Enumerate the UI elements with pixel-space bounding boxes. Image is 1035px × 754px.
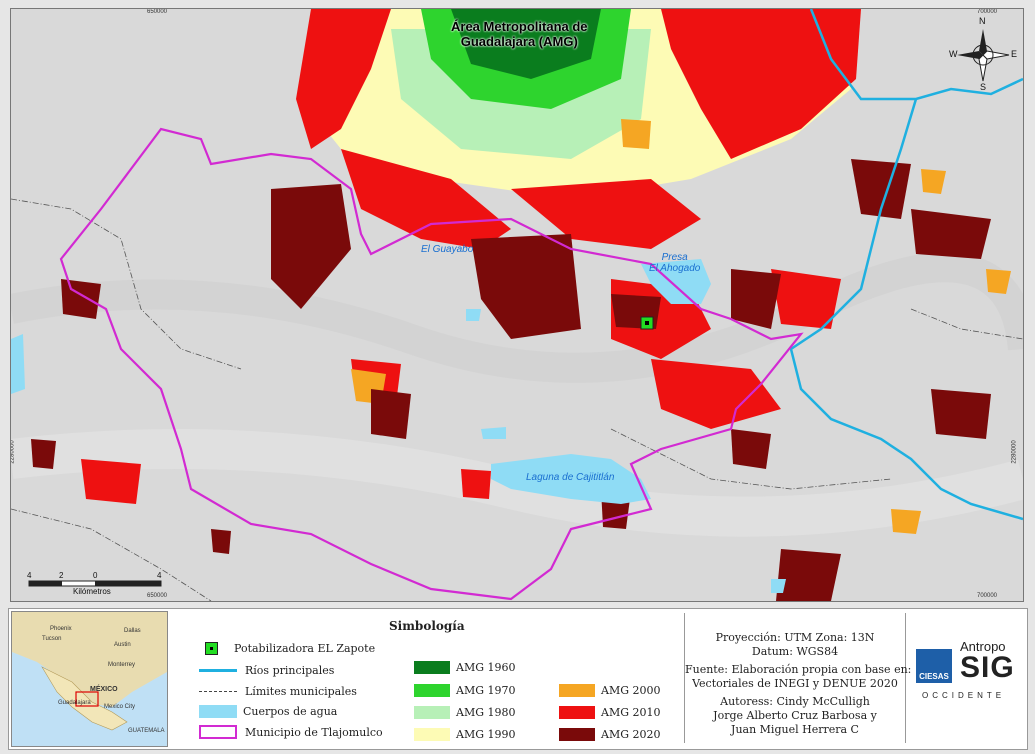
map-frame: Área Metropolitana de Guadalajara (AMG) …: [10, 8, 1024, 602]
label-laguna: Laguna de Cajititlán: [526, 472, 615, 483]
inset-label-mexico-city: Mexico City: [104, 704, 136, 710]
legend-item-rios: Ríos principales: [199, 664, 334, 677]
logo-sig: SIG: [960, 651, 1015, 684]
rivers: [789, 9, 1023, 521]
legend-label-potabilizadora: Potabilizadora EL Zapote: [234, 642, 376, 655]
inset-canvas: [12, 612, 167, 731]
ciesas-logo-box: CIESAS: [916, 649, 952, 683]
legend-item-municipio: Municipio de Tlajomulco: [199, 725, 383, 739]
inset-label-monterrey: Monterrey: [108, 662, 136, 668]
legend-label-amg2000: AMG 2000: [601, 684, 661, 697]
label-presa: Presa El Ahogado: [649, 252, 700, 274]
amg2010-swatch: [559, 706, 595, 719]
amg2020-swatch: [559, 728, 595, 741]
scale-unit: Kilómetros: [73, 587, 111, 596]
tick-top-left: 650000: [147, 9, 168, 15]
location-inset-map: MÉXICO Phoenix Tucson Austin Dallas Mont…: [11, 611, 168, 747]
label-presa-line2: El Ahogado: [649, 263, 701, 274]
legend-label-amg1980: AMG 1980: [456, 706, 516, 719]
amg1990-swatch: [414, 728, 450, 741]
legend-label-rios: Ríos principales: [245, 664, 335, 677]
tick-left-y: 2280000: [10, 440, 16, 464]
legend-item-cuerpos: Cuerpos de agua: [199, 705, 337, 718]
info-autores: Autoress: Cindy McCulligh: [720, 695, 870, 708]
compass-s: S: [980, 82, 987, 92]
legend-item-limites: Límites municipales: [199, 685, 357, 698]
amg2000-swatch: [559, 684, 595, 697]
amg1970-swatch: [414, 684, 450, 697]
legend-title: Simbología: [389, 619, 465, 633]
rios-swatch: [199, 669, 237, 672]
legend-label-municipio: Municipio de Tlajomulco: [245, 725, 383, 739]
map-title-line2: Guadalajara (AMG): [460, 34, 578, 49]
inset-label-dallas: Dallas: [124, 628, 141, 634]
compass-w: W: [949, 49, 958, 59]
legend-label-amg2020: AMG 2020: [601, 728, 661, 741]
inset-label-tucson: Tucson: [42, 636, 62, 642]
legend-item-amg1980: AMG 1980: [414, 706, 516, 719]
compass-n: N: [979, 16, 986, 26]
compass-rose: [957, 29, 1010, 82]
amg1980-swatch: [414, 706, 450, 719]
logo-antropo: Antropo: [960, 639, 1006, 654]
legend-label-amg1970: AMG 1970: [456, 684, 516, 697]
legend-item-amg1970: AMG 1970: [414, 684, 516, 697]
scale-l2: 0: [93, 571, 98, 580]
map-title: Área Metropolitana de Guadalajara (AMG): [451, 19, 588, 49]
scale-bar: [28, 580, 162, 587]
map-canvas: [11, 9, 1023, 601]
legend-label-amg1990: AMG 1990: [456, 728, 516, 741]
amg-2020-area: [31, 159, 991, 601]
info-fuente1: Fuente: Elaboración propia con base en:: [685, 663, 912, 676]
limites-swatch: [199, 691, 237, 692]
scale-l0: 4: [27, 571, 32, 580]
inset-label-country: MÉXICO: [90, 686, 118, 693]
tick-bottom-left: 650000: [147, 593, 168, 599]
info-autor2: Jorge Alberto Cruz Barbosa y: [713, 709, 877, 722]
tick-bottom-right: 700000: [977, 593, 998, 599]
tick-top-right: 700000: [977, 9, 998, 15]
info-fuente2: Vectoriales de INEGI y DENUE 2020: [692, 677, 898, 690]
info-proyeccion: Proyección: UTM Zona: 13N: [715, 631, 875, 644]
legend-item-amg2010: AMG 2010: [559, 706, 661, 719]
inset-label-austin: Austin: [114, 642, 131, 648]
legend-item-amg2020: AMG 2020: [559, 728, 661, 741]
inset-label-phoenix: Phoenix: [50, 626, 72, 632]
info-autor3: Juan Miguel Herrera C: [731, 723, 859, 736]
legend-item-amg2000: AMG 2000: [559, 684, 661, 697]
inset-label-guatemala: GUATEMALA: [128, 728, 165, 734]
legend-label-amg2010: AMG 2010: [601, 706, 661, 719]
logo-occidente: OCCIDENTE: [922, 691, 1006, 700]
tlajomulco-boundary: [59, 127, 804, 601]
legend-panel: MÉXICO Phoenix Tucson Austin Dallas Mont…: [8, 608, 1028, 750]
cuerpos-swatch: [199, 705, 237, 718]
legend-label-amg1960: AMG 1960: [456, 661, 516, 674]
map-title-line1: Área Metropolitana de: [451, 19, 588, 34]
compass-e: E: [1011, 49, 1018, 59]
label-el-guayabo: El Guayabo: [421, 244, 474, 255]
municipio-swatch: [199, 725, 237, 739]
amg-1960-area: [451, 9, 601, 79]
legend-item-potabilizadora: Potabilizadora EL Zapote: [205, 642, 375, 655]
label-presa-line1: Presa: [661, 252, 688, 263]
info-datum: Datum: WGS84: [751, 645, 839, 658]
tick-right-y: 2280000: [1011, 440, 1018, 464]
amg1960-swatch: [414, 661, 450, 674]
logo-ciesas: CIESAS: [919, 672, 949, 681]
scale-l1: 2: [59, 571, 64, 580]
legend-item-amg1960: AMG 1960: [414, 661, 516, 674]
inset-label-guadalajara: Guadalajara: [58, 700, 91, 706]
legend-item-amg1990: AMG 1990: [414, 728, 516, 741]
antroposig-logo: CIESAS Antropo SIG OCCIDENTE: [914, 639, 1024, 729]
municipal-limits: [11, 198, 1023, 601]
map-info-block: Proyección: UTM Zona: 13N Datum: WGS84 F…: [684, 613, 912, 743]
legend-label-limites: Límites municipales: [245, 685, 357, 698]
potabilizadora-swatch: [205, 642, 218, 655]
scale-l3: 4: [157, 571, 162, 580]
legend-label-cuerpos: Cuerpos de agua: [243, 705, 338, 718]
